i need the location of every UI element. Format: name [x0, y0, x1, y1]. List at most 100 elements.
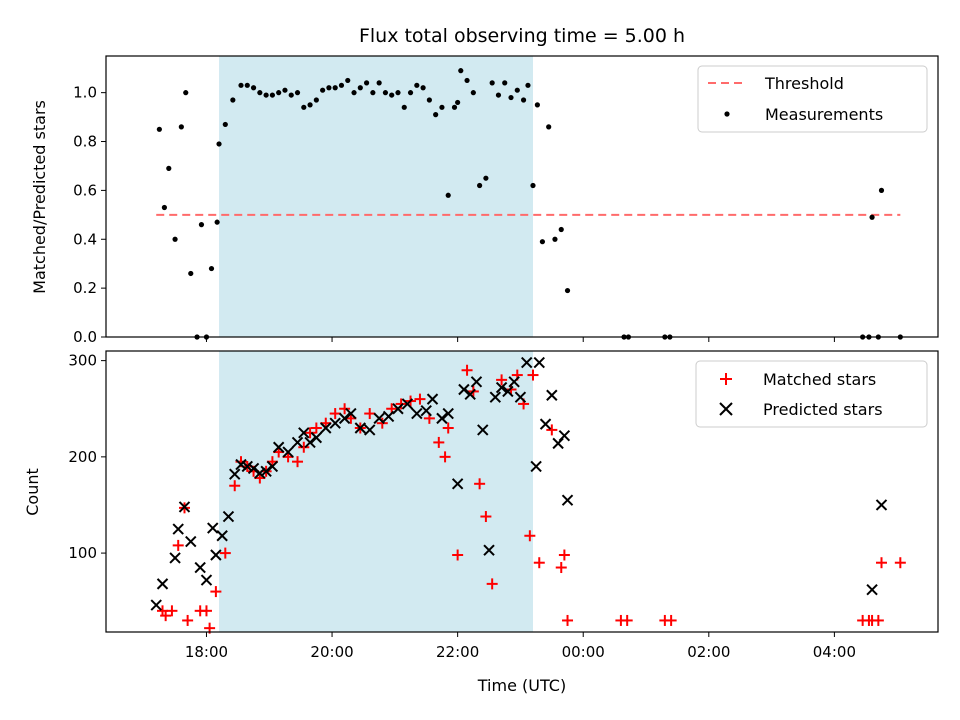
measurement-point: [869, 214, 875, 220]
top-x-ticks: [205, 337, 835, 342]
predicted-star-point: [207, 522, 219, 534]
matched-star-point: [298, 441, 310, 453]
top-panel: 0.0 0.2 0.4 0.6 0.8 1.0 Matched/Predicted sta…: [30, 55, 939, 346]
top-y-ticks: 0.0 0.2 0.4 0.6 0.8 1.0: [73, 84, 106, 346]
predicted-star-point: [470, 376, 483, 388]
measurement-point: [426, 97, 432, 103]
predicted-star-point: [210, 549, 222, 561]
predicted-star-point: [320, 422, 332, 434]
predicted-star-stroke: [329, 417, 341, 429]
predicted-star-point: [254, 467, 266, 479]
y-tick-label: 100: [68, 544, 97, 562]
bottom-y-ticks: 100 200 300: [68, 352, 106, 562]
x-axis-label: Time (UTC): [477, 676, 566, 695]
predicted-star-point: [247, 462, 260, 475]
predicted-star-stroke: [266, 460, 279, 473]
predicted-star-point: [260, 465, 272, 477]
predicted-star-point: [178, 501, 191, 513]
predicted-star-stroke: [483, 544, 495, 556]
predicted-star-stroke: [298, 427, 310, 439]
matched-star-point: [461, 364, 473, 376]
matched-star-point: [527, 369, 539, 381]
predicted-star-point: [382, 410, 395, 423]
predicted-star-stroke: [420, 404, 432, 417]
matched-star-point: [200, 605, 212, 617]
predicted-star-stroke: [291, 436, 304, 449]
predicted-star-point: [477, 424, 489, 436]
predicted-star-stroke: [254, 467, 266, 479]
measurement-point: [244, 82, 250, 88]
predicted-star-stroke: [489, 391, 502, 403]
predicted-star-stroke: [552, 437, 564, 450]
top-legend: Threshold Measurements: [697, 65, 928, 133]
chart-title: Flux total observing time = 5.00 h: [359, 25, 685, 47]
measurement-point: [564, 287, 571, 294]
predicted-star-point: [502, 385, 514, 398]
legend-measurements-swatch: [724, 111, 730, 117]
predicted-star-stroke: [150, 599, 162, 611]
measurement-point: [269, 92, 275, 98]
predicted-star-stroke: [364, 424, 376, 436]
measurement-points: [156, 68, 903, 340]
bottom-y-axis-label: Count: [23, 468, 42, 516]
measurement-point: [188, 270, 194, 277]
predicted-star-point: [304, 436, 316, 449]
predicted-star-point: [426, 393, 439, 405]
legend-matched-label: Matched stars: [763, 370, 876, 389]
predicted-star-point: [401, 398, 414, 410]
predicted-star-point: [420, 404, 432, 417]
bottom-legend: Matched stars Predicted stars: [695, 360, 928, 428]
matched-star-point: [210, 586, 222, 598]
measurement-point: [214, 219, 220, 225]
x-tick-label: 18:00: [185, 643, 228, 661]
predicted-star-point: [558, 429, 571, 442]
predicted-star-point: [392, 403, 404, 415]
measurement-point: [363, 80, 370, 86]
predicted-star-point: [364, 424, 376, 436]
top-highlight-span: [219, 56, 533, 337]
measurement-point: [263, 92, 269, 98]
matched-star-point: [329, 408, 341, 420]
matched-star-point: [555, 562, 567, 574]
matched-star-point: [546, 424, 558, 436]
x-tick-label: 22:00: [436, 643, 479, 661]
matched-star-point: [496, 374, 508, 386]
predicted-star-point: [241, 460, 253, 473]
measurement-point: [156, 126, 162, 132]
measurement-point: [464, 77, 470, 84]
measurement-point: [489, 80, 495, 86]
matched-star-point: [558, 549, 570, 561]
matched-star-point: [304, 427, 316, 439]
measurement-point: [345, 77, 351, 84]
predicted-star-stroke: [241, 460, 253, 473]
predicted-star-point: [533, 356, 545, 369]
y-tick-label: 0.6: [73, 181, 97, 199]
y-tick-label: 0.4: [73, 230, 97, 248]
measurement-point: [320, 87, 326, 93]
predicted-star-point: [200, 574, 213, 586]
measurement-point: [514, 87, 520, 93]
predicted-star-stroke: [272, 441, 285, 453]
predicted-star-stroke: [442, 407, 454, 420]
predicted-star-stroke: [172, 523, 184, 535]
predicted-star-stroke: [260, 465, 272, 477]
measurement-point: [357, 85, 363, 91]
predicted-star-stroke: [282, 446, 294, 458]
bottom-x-ticks: 18:00 20:00 22:00 00:00 02:00 04:00: [185, 632, 856, 661]
measurement-point: [208, 265, 215, 272]
predicted-star-point: [194, 561, 206, 574]
predicted-star-point: [464, 388, 476, 401]
predicted-star-point: [156, 578, 169, 590]
measurement-point: [502, 80, 508, 86]
matched-star-point: [474, 478, 486, 490]
matched-star-point: [442, 422, 454, 434]
predicted-star-stroke: [411, 407, 423, 420]
measurement-point: [455, 99, 461, 106]
measurement-point: [407, 90, 414, 96]
legend-predicted-swatch: [719, 402, 733, 416]
measurement-point: [307, 102, 313, 108]
x-tick-label: 02:00: [687, 643, 730, 661]
bottom-panel: 100 200 300 18:00 20:00 22:00 00:00 02:00 04:00…: [23, 350, 939, 695]
measurement-point: [552, 236, 558, 242]
predicted-star-stroke: [508, 376, 520, 388]
